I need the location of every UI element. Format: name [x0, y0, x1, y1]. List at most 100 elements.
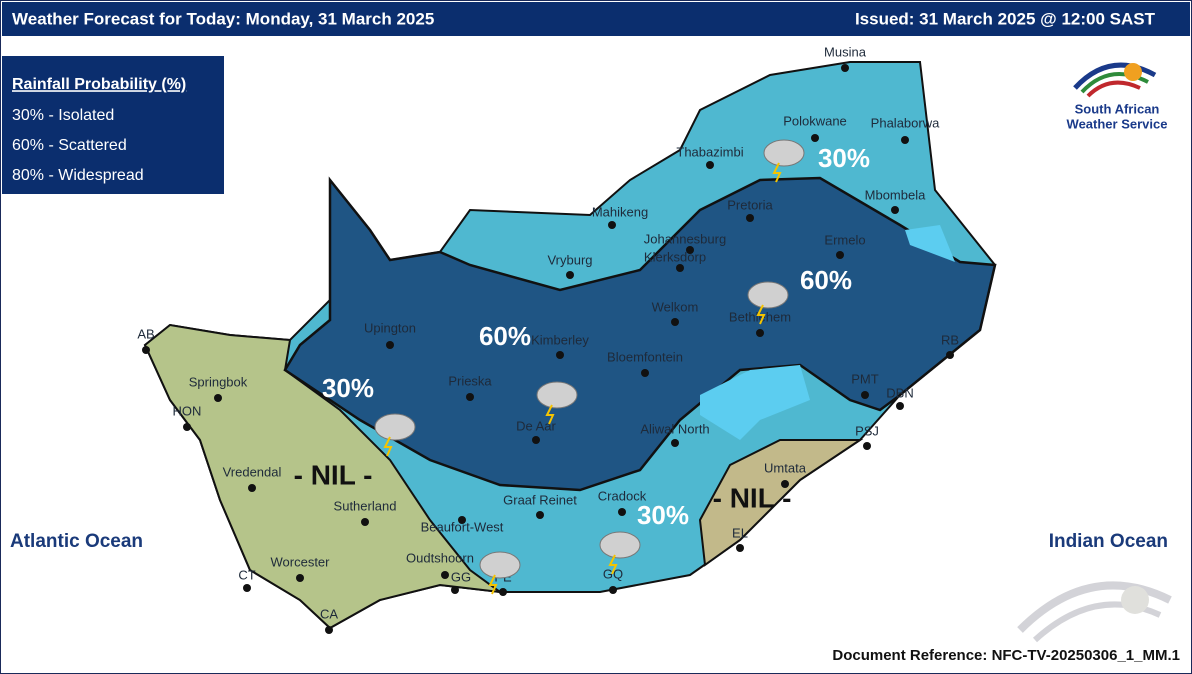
city-dot	[671, 318, 679, 326]
city-label: Ermelo	[824, 232, 865, 247]
probability-label: 30%	[818, 143, 870, 173]
legend-item: 80% - Widespread	[12, 167, 144, 184]
legend-item: 60% - Scattered	[12, 137, 127, 154]
city-label: Johannesburg	[644, 231, 726, 246]
city-label: Cradock	[598, 488, 647, 503]
nil-east	[698, 439, 864, 567]
issued: Issued: 31 March 2025 @ 12:00 SAST	[855, 9, 1156, 28]
city-dot	[676, 264, 684, 272]
city-label: PMT	[851, 371, 879, 386]
logo-text: Weather Service	[1067, 116, 1168, 131]
city-dot	[458, 516, 466, 524]
city-label: Klerksdorp	[644, 249, 706, 264]
city-label: GG	[451, 569, 471, 584]
logo-text: South African	[1075, 101, 1160, 116]
weather-icon	[479, 551, 521, 579]
city-label: De Aar	[516, 418, 556, 433]
city-dot	[386, 341, 394, 349]
document-reference: Document Reference: NFC-TV-20250306_1_MM…	[832, 647, 1180, 664]
probability-label: 60%	[800, 265, 852, 295]
city-label: CA	[320, 606, 338, 621]
weather-icon	[756, 304, 766, 325]
city-dot	[243, 584, 251, 592]
city-dot	[296, 574, 304, 582]
city-label: Worcester	[271, 554, 331, 569]
watermark	[1017, 581, 1172, 643]
city-label: Springbok	[189, 374, 248, 389]
city-dot	[536, 511, 544, 519]
ocean-label: Indian Ocean	[1049, 531, 1168, 552]
nil-label: - NIL -	[294, 459, 373, 490]
weather-icon	[747, 281, 789, 309]
city-dot	[361, 518, 369, 526]
city-dot	[618, 508, 626, 516]
city-label: AB	[137, 326, 154, 341]
weather-icon	[763, 139, 805, 167]
city-dot	[736, 544, 744, 552]
city-label: Prieska	[448, 373, 492, 388]
nil-label: - NIL -	[713, 482, 792, 513]
lesotho	[700, 365, 810, 440]
city-label: Bethlehem	[729, 309, 791, 324]
city-dot	[451, 586, 459, 594]
city-label: CT	[238, 567, 255, 582]
city-dot	[532, 436, 540, 444]
legend-item: 30% - Isolated	[12, 107, 114, 124]
city-label: Graaf Reinet	[503, 492, 577, 507]
header-bar	[2, 2, 1190, 36]
city-dot	[214, 394, 222, 402]
city-dot	[841, 64, 849, 72]
city-dot	[183, 423, 191, 431]
legend-title: Rainfall Probability (%)	[12, 76, 186, 93]
city-label: Mbombela	[865, 187, 926, 202]
city-dot	[863, 442, 871, 450]
weather-icon	[608, 554, 618, 575]
city-dot	[896, 402, 904, 410]
city-dot	[781, 480, 789, 488]
header-title: Weather Forecast for Today: Monday, 31 M…	[12, 9, 434, 28]
city-label: Pretoria	[727, 197, 773, 212]
city-label: Polokwane	[783, 113, 847, 128]
city-label: Welkom	[652, 299, 699, 314]
city-dot	[248, 484, 256, 492]
city-label: Umtata	[764, 460, 807, 475]
city-dot	[671, 439, 679, 447]
city-dot	[641, 369, 649, 377]
city-dot	[836, 251, 844, 259]
legend-box	[2, 56, 224, 194]
city-dot	[901, 136, 909, 144]
weather-icon	[374, 413, 416, 441]
city-dot	[466, 393, 474, 401]
weather-icon	[488, 574, 498, 595]
city-dot	[608, 221, 616, 229]
city-dot	[142, 346, 150, 354]
city-dot	[811, 134, 819, 142]
city-dot	[706, 161, 714, 169]
city-label: Musina	[824, 44, 867, 59]
city-dot	[325, 626, 333, 634]
city-dot	[686, 246, 694, 254]
city-label: Vredendal	[223, 464, 282, 479]
probability-label: 60%	[479, 321, 531, 351]
city-label: Thabazimbi	[676, 144, 743, 159]
city-label: Beaufort-West	[421, 519, 504, 534]
city-label: Vryburg	[547, 252, 592, 267]
city-label: EL	[732, 525, 748, 540]
city-dot	[946, 351, 954, 359]
city-dot	[891, 206, 899, 214]
city-label: Aliwal North	[640, 421, 709, 436]
eswatini	[905, 225, 955, 262]
city-dot	[756, 329, 764, 337]
weather-icon	[545, 404, 555, 425]
city-dot	[609, 586, 617, 594]
city-label: HON	[173, 403, 202, 418]
logo	[1073, 62, 1157, 98]
city-label: Sutherland	[334, 498, 397, 513]
ocean-label: Atlantic Ocean	[10, 531, 143, 552]
probability-label: 30%	[322, 373, 374, 403]
weather-icon	[536, 381, 578, 409]
zone-60	[283, 176, 997, 492]
city-label: Oudtshoorn	[406, 550, 474, 565]
city-label: DBN	[886, 385, 913, 400]
